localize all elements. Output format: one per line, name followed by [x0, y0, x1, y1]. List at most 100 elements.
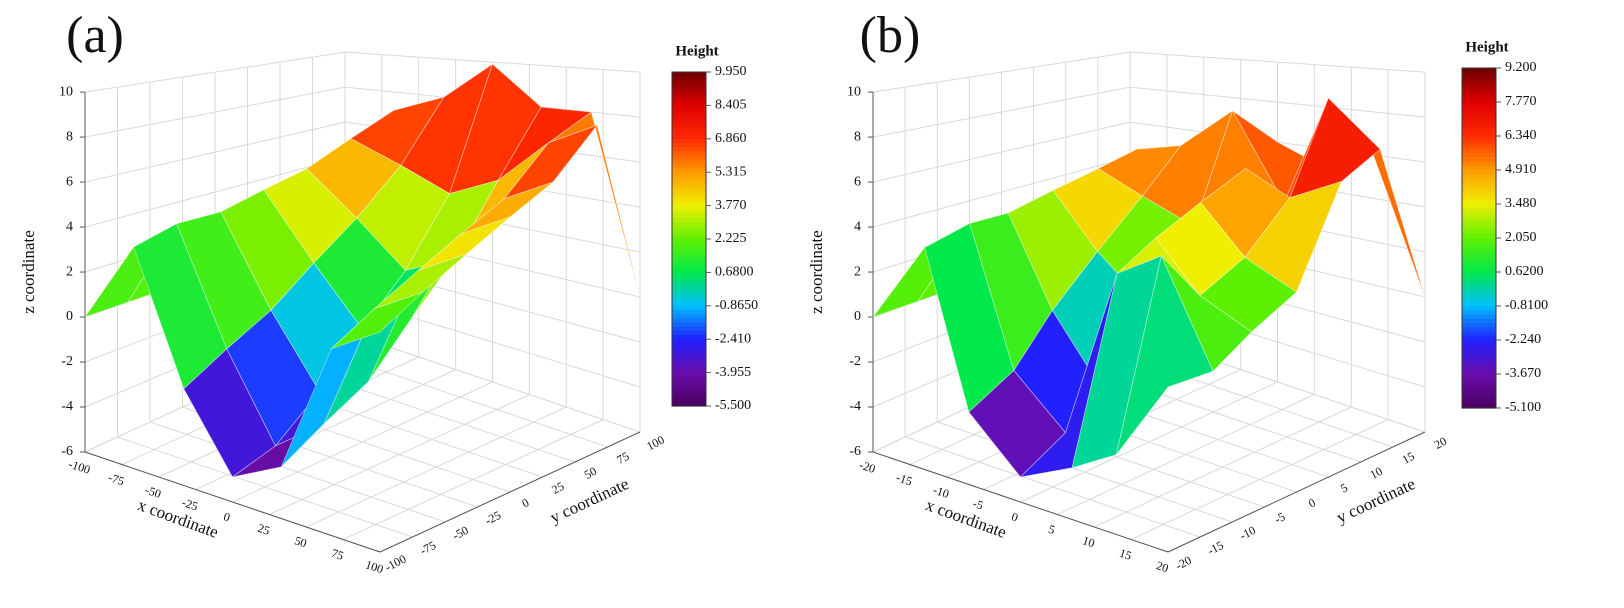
colorbar-tick-label: 3.480 [1505, 196, 1537, 211]
grid-line [117, 436, 413, 538]
colorbar-segment [1462, 395, 1496, 401]
colorbar-segment [1462, 323, 1496, 328]
colorbar-tick-label: 6.860 [715, 131, 747, 146]
colorbar-segment [1462, 178, 1496, 184]
colorbar-segment [1462, 280, 1496, 286]
colorbar-segment [672, 268, 706, 273]
colorbar-segment [672, 289, 706, 294]
colorbar-segment [1462, 267, 1496, 273]
colorbar-segment [1462, 80, 1496, 86]
colorbar-segment [1462, 233, 1496, 239]
colorbar-segment [1462, 318, 1496, 324]
colorbar-segment [672, 364, 706, 370]
z-tick-label: 10 [847, 84, 861, 99]
colorbar-segment [1462, 204, 1496, 209]
colorbar-segment [672, 122, 706, 127]
colorbar-tick-label: 4.910 [1505, 162, 1537, 177]
z-tick-label: 6 [66, 174, 73, 189]
colorbar-tick-label: 8.405 [715, 98, 747, 113]
colorbar-segment [1462, 76, 1496, 82]
z-tick-label: -6 [61, 444, 73, 459]
colorbar-segment [1462, 170, 1496, 175]
colorbar-segment [1462, 255, 1496, 260]
colorbar-segment [672, 126, 706, 132]
z-axis-label: z coordinate [807, 230, 826, 314]
colorbar-segment [1462, 97, 1496, 103]
colorbar-segment [1462, 238, 1496, 243]
x-tick-label: 5 [1047, 522, 1057, 537]
y-tick-label: 10 [1368, 464, 1385, 482]
colorbar-segment [672, 180, 706, 186]
colorbar-segment [672, 297, 706, 303]
y-tick-label: 100 [644, 432, 666, 453]
colorbar-segment [1462, 378, 1496, 384]
colorbar-title: Height [1465, 39, 1508, 55]
colorbar-segment [672, 347, 706, 353]
x-tick-label: 25 [256, 521, 272, 538]
colorbar-segment [672, 142, 706, 148]
colorbar-segment [672, 393, 706, 399]
y-tick-label: -75 [418, 538, 439, 558]
x-tick-label: 0 [1010, 509, 1020, 524]
axis-line [1167, 431, 1426, 553]
colorbar-segment [672, 113, 706, 119]
colorbar-segment [1462, 331, 1496, 337]
z-axis-label: z coordinate [19, 230, 38, 314]
y-tick-label: -5 [1272, 509, 1287, 526]
colorbar-tick-label: 3.770 [715, 198, 747, 213]
surface-patch [461, 181, 554, 235]
surface-patch [331, 291, 424, 350]
colorbar-segment [1462, 221, 1496, 226]
colorbar-segment [1462, 297, 1496, 303]
colorbar-segment [672, 322, 706, 328]
colorbar-tick-label: 5.315 [715, 164, 747, 179]
z-tick-label: 0 [66, 309, 73, 324]
y-tick-label: 15 [1400, 449, 1417, 467]
axis-line [84, 451, 381, 553]
colorbar-segment [672, 184, 706, 190]
axis-line [872, 451, 1169, 553]
colorbar-segment [1462, 140, 1496, 146]
colorbar-segment [672, 326, 706, 332]
colorbar-segment [1462, 229, 1496, 235]
colorbar-segment [1462, 110, 1496, 116]
colorbar-segment [1462, 136, 1496, 141]
colorbar-segment [1462, 195, 1496, 201]
colorbar-segment [1462, 242, 1496, 248]
colorbar-segment [1462, 374, 1496, 379]
colorbar-segment [1462, 144, 1496, 150]
colorbar-tick-label: -5.500 [715, 398, 751, 413]
colorbar-segment [1462, 212, 1496, 218]
colorbar-segment [1462, 208, 1496, 214]
colorbar-tick-label: -0.8100 [1505, 298, 1548, 313]
colorbar-segment [1462, 165, 1496, 171]
colorbar-segment [1462, 335, 1496, 341]
z-tick-label: -4 [849, 399, 861, 414]
colorbar-segment [1462, 289, 1496, 294]
colorbar-segment [672, 360, 706, 365]
colorbar-segment [1462, 348, 1496, 354]
colorbar-tick-label: -2.410 [715, 331, 751, 346]
colorbar-segment [1462, 68, 1496, 73]
colorbar-segment [672, 389, 706, 395]
colorbar-segment [1462, 106, 1496, 112]
axis-line [379, 431, 641, 553]
colorbar-segment [672, 243, 706, 248]
colorbar-segment [672, 209, 706, 215]
colorbar-segment [1462, 365, 1496, 371]
colorbar-segment [1462, 391, 1496, 396]
colorbar-segment [1462, 259, 1496, 265]
colorbar-segment [1462, 216, 1496, 222]
y-tick-label: 5 [1338, 480, 1350, 495]
colorbar-segment [1462, 93, 1496, 99]
x-tick-label: 100 [364, 557, 385, 576]
colorbar-segment [672, 280, 706, 286]
x-axis-label: x coordinate [135, 495, 221, 542]
colorbar-segment [1462, 361, 1496, 367]
colorbar-segment [672, 251, 706, 257]
x-tick-label: 20 [1155, 558, 1171, 575]
y-tick-label: 0 [1306, 495, 1318, 510]
colorbar-segment [672, 213, 706, 219]
grid-line [149, 421, 446, 523]
